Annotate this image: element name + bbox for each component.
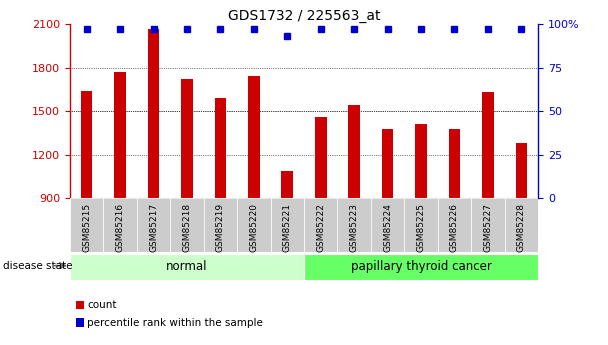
Title: GDS1732 / 225563_at: GDS1732 / 225563_at: [228, 9, 380, 23]
Bar: [215, 98, 226, 198]
Bar: [516, 143, 527, 198]
Bar: [70, 254, 304, 280]
Bar: [382, 129, 393, 198]
Bar: [482, 92, 494, 198]
Bar: [148, 29, 159, 198]
Bar: [237, 198, 271, 252]
Bar: [70, 198, 103, 252]
Bar: [337, 198, 371, 252]
Text: GSM85220: GSM85220: [249, 203, 258, 252]
Bar: [304, 254, 538, 280]
Bar: [449, 129, 460, 198]
Bar: [304, 198, 337, 252]
Bar: [81, 91, 92, 198]
Text: GSM85217: GSM85217: [149, 203, 158, 252]
Text: GSM85225: GSM85225: [416, 203, 426, 252]
Bar: [371, 198, 404, 252]
Text: papillary thyroid cancer: papillary thyroid cancer: [351, 260, 491, 273]
Bar: [271, 198, 304, 252]
Text: GSM85222: GSM85222: [316, 203, 325, 252]
Bar: [248, 77, 260, 198]
Text: disease state: disease state: [3, 262, 72, 271]
Bar: [204, 198, 237, 252]
Bar: [415, 124, 427, 198]
Text: GSM85216: GSM85216: [116, 203, 125, 252]
Text: GSM85228: GSM85228: [517, 203, 526, 252]
Bar: [471, 198, 505, 252]
Bar: [114, 72, 126, 198]
Text: GSM85227: GSM85227: [483, 203, 492, 252]
Text: GSM85218: GSM85218: [182, 203, 192, 252]
Bar: [181, 79, 193, 198]
Bar: [282, 171, 293, 198]
Text: GSM85221: GSM85221: [283, 203, 292, 252]
Bar: [103, 198, 137, 252]
Text: normal: normal: [166, 260, 208, 273]
Text: GSM85223: GSM85223: [350, 203, 359, 252]
Bar: [170, 198, 204, 252]
Bar: [315, 117, 326, 198]
Text: count: count: [87, 300, 117, 310]
Text: GSM85215: GSM85215: [82, 203, 91, 252]
Bar: [404, 198, 438, 252]
Bar: [348, 106, 360, 198]
Bar: [137, 198, 170, 252]
Text: percentile rank within the sample: percentile rank within the sample: [87, 318, 263, 327]
Text: GSM85226: GSM85226: [450, 203, 459, 252]
Bar: [505, 198, 538, 252]
Text: GSM85219: GSM85219: [216, 203, 225, 252]
Text: GSM85224: GSM85224: [383, 203, 392, 252]
Bar: [438, 198, 471, 252]
